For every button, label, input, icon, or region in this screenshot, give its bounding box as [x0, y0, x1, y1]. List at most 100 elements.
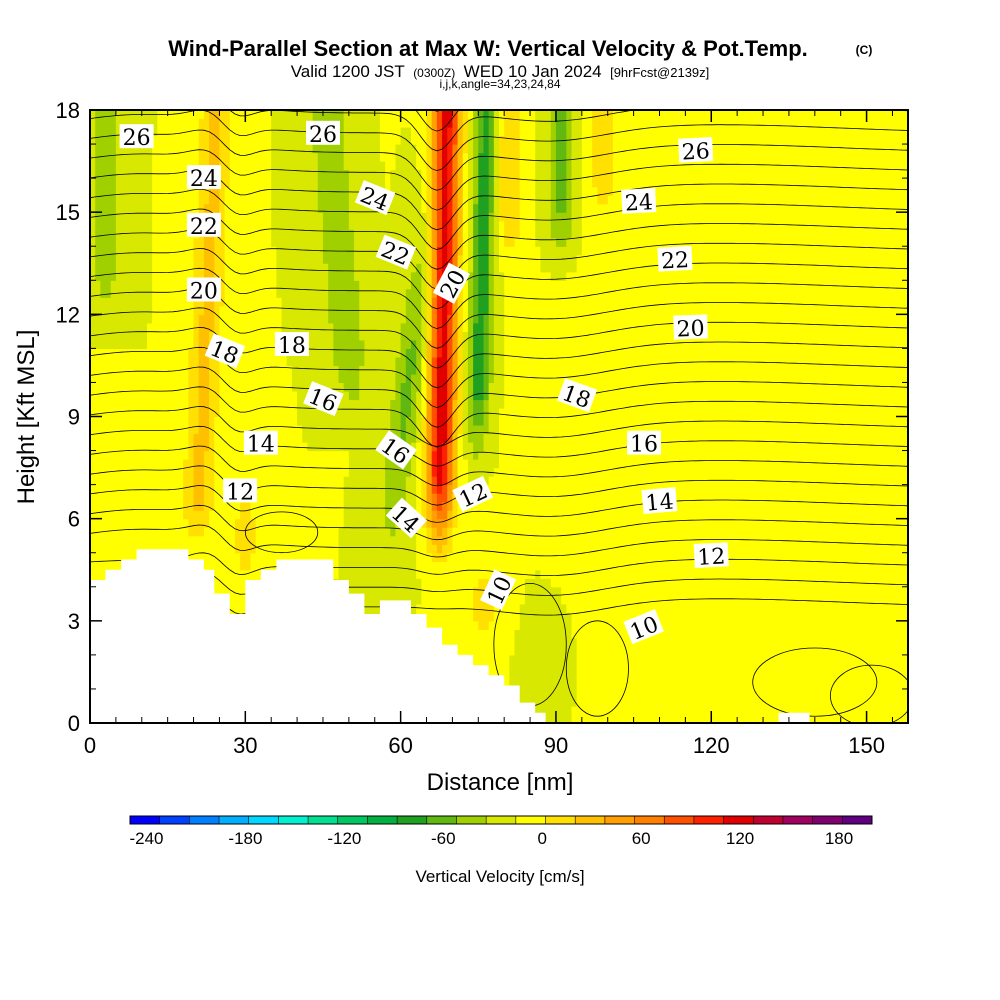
- heat-cell: [457, 569, 464, 579]
- heat-cell: [530, 612, 536, 622]
- heat-cell: [307, 518, 314, 528]
- heat-cell: [426, 552, 433, 562]
- heat-cell: [840, 527, 847, 537]
- heat-cell: [540, 544, 547, 554]
- heat-cell: [509, 595, 516, 605]
- heat-cell: [390, 544, 397, 554]
- heat-cell: [473, 654, 479, 664]
- heat-cell: [519, 603, 526, 613]
- heat-cell: [731, 561, 738, 571]
- heat-cell: [690, 467, 697, 477]
- heat-cell: [726, 493, 733, 503]
- heat-cell: [338, 552, 345, 562]
- heat-cell: [680, 612, 686, 622]
- heat-cell: [618, 510, 624, 520]
- heat-cell: [851, 493, 857, 503]
- heat-cell: [312, 552, 319, 562]
- heat-cell: [659, 688, 666, 699]
- heat-cell: [778, 493, 785, 503]
- heat-cell: [763, 671, 769, 682]
- heat-cell: [773, 680, 780, 690]
- heat-cell: [105, 459, 112, 469]
- heat-cell: [612, 663, 619, 673]
- heat-cell: [825, 705, 831, 716]
- heat-cell: [333, 459, 340, 469]
- heat-cell: [317, 476, 324, 486]
- heat-cell: [483, 646, 490, 656]
- heat-cell: [276, 510, 283, 520]
- heat-cell: [416, 535, 422, 545]
- heat-cell: [814, 637, 821, 647]
- heat-cell: [643, 688, 650, 699]
- heat-cell: [892, 578, 899, 588]
- heat-cell: [493, 450, 500, 460]
- heat-cell: [431, 476, 438, 486]
- heat-cell: [752, 697, 759, 707]
- heat-cell: [188, 518, 195, 528]
- heat-cell: [467, 646, 474, 656]
- heat-cell: [669, 688, 676, 699]
- heat-cell: [897, 586, 904, 596]
- heat-cell: [266, 535, 272, 545]
- heat-cell: [260, 527, 267, 537]
- heat-cell: [587, 612, 593, 622]
- heat-cell: [524, 620, 531, 630]
- heat-cell: [607, 561, 614, 571]
- heat-cell: [623, 535, 630, 545]
- heat-cell: [379, 595, 386, 605]
- heat-cell: [788, 654, 795, 664]
- heat-cell: [830, 561, 837, 571]
- heat-cell: [851, 705, 857, 716]
- heat-cell: [550, 654, 557, 664]
- heat-cell: [447, 552, 454, 562]
- heat-cell: [700, 654, 707, 664]
- heat-cell: [499, 561, 505, 571]
- heat-cell: [690, 671, 697, 682]
- heat-cell: [483, 450, 490, 460]
- heat-cell: [431, 467, 438, 477]
- heat-cell: [431, 527, 438, 537]
- heat-cell: [871, 671, 878, 682]
- heat-cell: [768, 527, 774, 537]
- heat-cell: [90, 501, 96, 511]
- heat-cell: [618, 646, 624, 656]
- heat-cell: [514, 646, 521, 656]
- heat-cell: [566, 705, 573, 716]
- heat-cell: [462, 561, 469, 571]
- heat-cell: [338, 493, 345, 503]
- heat-cell: [514, 637, 521, 647]
- heat-cell: [509, 569, 516, 579]
- heat-cell: [887, 637, 894, 647]
- heat-cell: [882, 544, 888, 554]
- heat-cell: [457, 612, 464, 622]
- heat-cell: [654, 467, 661, 477]
- heat-cell: [338, 484, 345, 494]
- heat-cell: [581, 467, 588, 477]
- heat-cell: [618, 586, 624, 596]
- heat-cell: [835, 595, 842, 605]
- heat-cell: [369, 578, 376, 588]
- heat-cell: [478, 459, 485, 469]
- heat-cell: [203, 552, 210, 562]
- heat-cell: [695, 714, 702, 723]
- heat-cell: [659, 697, 666, 707]
- heat-cell: [799, 705, 806, 716]
- heat-cell: [695, 535, 702, 545]
- heat-cell: [876, 612, 883, 622]
- heat-cell: [675, 459, 681, 469]
- heat-cell: [783, 535, 790, 545]
- heat-cell: [385, 476, 391, 486]
- heat-cell: [643, 561, 650, 571]
- heat-cell: [669, 459, 676, 469]
- heat-cell: [830, 637, 837, 647]
- heat-cell: [633, 561, 640, 571]
- heat-cell: [845, 484, 852, 494]
- heat-cell: [835, 561, 842, 571]
- heat-cell: [400, 527, 407, 537]
- heat-cell: [757, 578, 764, 588]
- heat-cell: [198, 552, 205, 562]
- heat-cell: [814, 569, 821, 579]
- heat-cell: [535, 646, 542, 656]
- heat-cell: [333, 552, 340, 562]
- heat-cell: [783, 552, 790, 562]
